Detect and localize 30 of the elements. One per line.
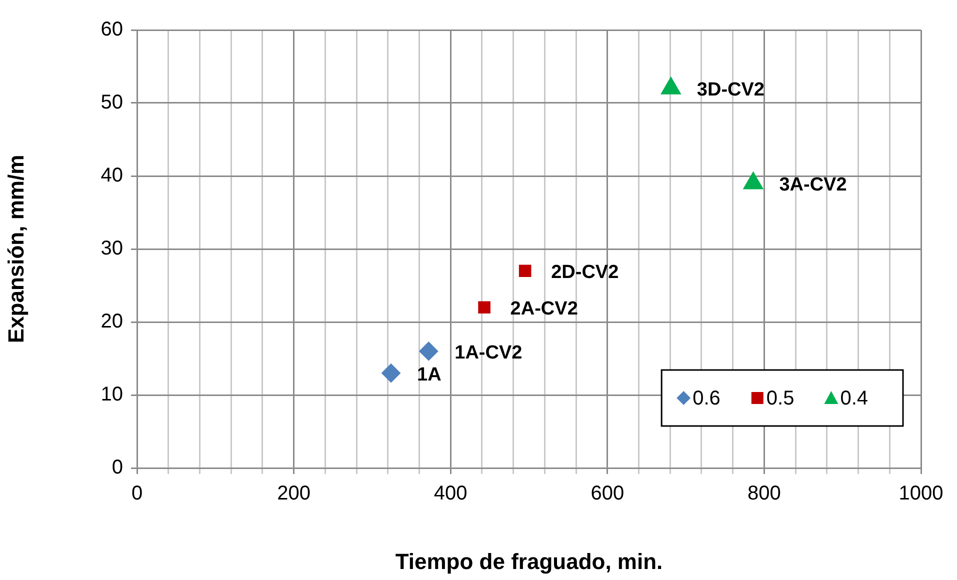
point	[660, 76, 681, 94]
annotation: 3D-CV2	[696, 80, 764, 101]
annotation: 2D-CV2	[551, 262, 619, 284]
legend-label: 0.4	[840, 388, 868, 410]
y-tick-label: 50	[100, 92, 123, 114]
point	[419, 342, 438, 361]
annotation: 1A-CV2	[454, 342, 522, 364]
annotation: 3A-CV2	[779, 174, 847, 196]
point	[382, 364, 401, 383]
y-tick-label: 30	[100, 238, 123, 260]
x-tick-label: 0	[131, 482, 143, 505]
annotation: 2A-CV2	[510, 298, 578, 320]
annotation: 1A	[417, 364, 442, 386]
point	[518, 264, 532, 278]
y-tick-label: 60	[100, 18, 123, 41]
y-tick-label: 0	[112, 456, 123, 479]
x-tick-label: 800	[748, 482, 781, 505]
point	[743, 172, 764, 190]
x-tick-label: 200	[277, 482, 310, 505]
legend-label: 0.6	[692, 388, 720, 410]
x-tick-label: 400	[434, 482, 468, 505]
x-tick-label: 1000	[898, 482, 944, 505]
legend-label: 0.5	[766, 388, 794, 410]
point	[478, 301, 490, 314]
y-axis-title: Expansión, mm/m	[3, 154, 28, 344]
y-tick-label: 20	[100, 310, 123, 333]
y-tick-label: 10	[100, 384, 123, 406]
x-tick-label: 600	[590, 482, 624, 505]
y-tick-label: 40	[100, 164, 123, 187]
x-axis-title: Tiempo de fraguado, min.	[395, 548, 663, 574]
